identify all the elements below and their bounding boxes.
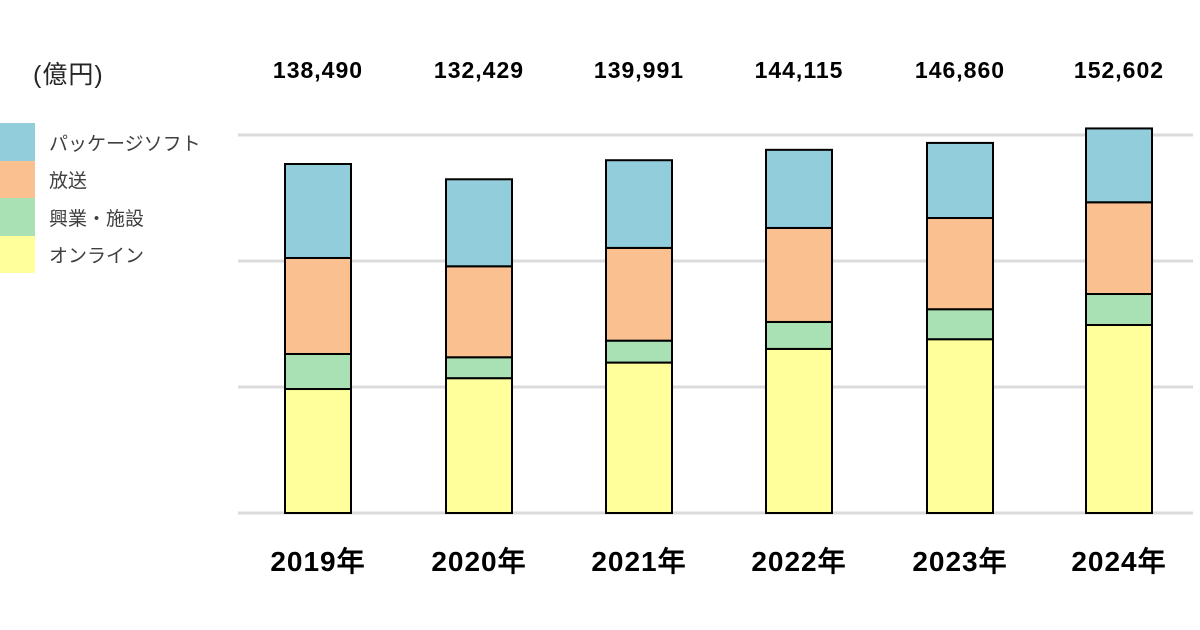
x-axis-label-2024: 2024年 — [1071, 546, 1167, 577]
x-axis-label-2023: 2023年 — [912, 546, 1008, 577]
legend-label-package-soft: パッケージソフト — [49, 133, 201, 155]
legend-label-broadcast: 放送 — [49, 171, 88, 192]
bar-2023-broadcast — [926, 217, 994, 311]
legend-swatch-broadcast — [0, 160, 35, 198]
total-value-label-2019: 138,490 — [272, 57, 364, 83]
bar-2020-event-facility — [445, 356, 513, 380]
bar-2022-online — [765, 347, 833, 514]
legend-label-event-facility: 興業・施設 — [49, 208, 145, 230]
bar-2019-event-facility — [284, 352, 352, 391]
bar-2020-online — [445, 377, 513, 514]
total-value-label-2020: 132,429 — [433, 57, 525, 83]
bar-2024-package-soft — [1085, 127, 1153, 204]
y-axis-unit-label: (億円) — [33, 61, 104, 89]
gridline-0 — [238, 511, 1193, 515]
x-axis-label-2021: 2021年 — [591, 546, 687, 577]
total-value-label-2021: 139,991 — [593, 57, 685, 83]
bar-2020-package-soft — [445, 178, 513, 268]
bar-2021-online — [605, 361, 673, 514]
bar-2023-online — [926, 338, 994, 514]
bar-2024-online — [1085, 324, 1153, 514]
gridline-150000 — [238, 133, 1193, 137]
total-value-label-2022: 144,115 — [754, 57, 844, 83]
bar-2021-package-soft — [605, 159, 673, 249]
bar-2022-event-facility — [765, 320, 833, 350]
legend-swatch-event-facility — [0, 198, 35, 236]
legend-swatch-online — [0, 235, 35, 273]
bar-2020-broadcast — [445, 265, 513, 359]
legend-swatch-package-soft — [0, 123, 35, 161]
bar-2021-broadcast — [605, 246, 673, 342]
bar-2021-event-facility — [605, 339, 673, 364]
bar-2024-event-facility — [1085, 293, 1153, 327]
bar-2019-online — [284, 388, 352, 514]
total-value-label-2023: 146,860 — [914, 57, 1006, 83]
bar-2023-package-soft — [926, 141, 994, 220]
gridline-100000 — [238, 259, 1193, 263]
bar-2022-broadcast — [765, 226, 833, 323]
bar-2019-broadcast — [284, 256, 352, 355]
bar-2024-broadcast — [1085, 201, 1153, 296]
gridline-50000 — [238, 385, 1193, 389]
legend-label-online: オンライン — [49, 246, 145, 267]
bar-2019-package-soft — [284, 163, 352, 259]
x-axis-label-2022: 2022年 — [751, 546, 847, 577]
x-axis-label-2019: 2019年 — [270, 546, 366, 577]
bar-2022-package-soft — [765, 148, 833, 229]
total-value-label-2024: 152,602 — [1073, 57, 1165, 83]
bar-2023-event-facility — [926, 308, 994, 341]
x-axis-label-2020: 2020年 — [431, 546, 527, 577]
